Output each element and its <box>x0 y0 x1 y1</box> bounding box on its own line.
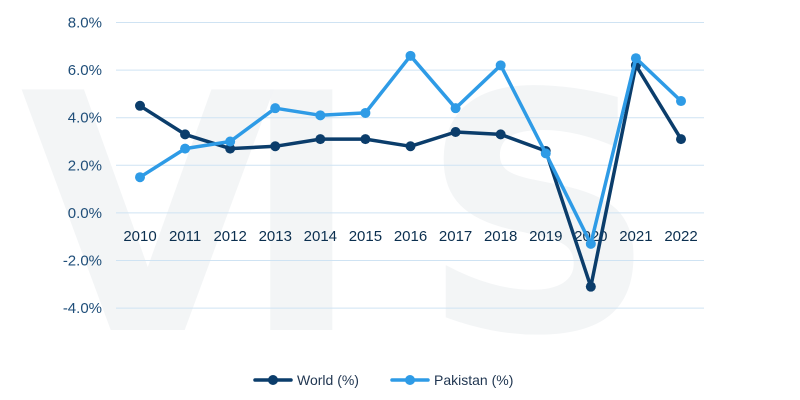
series-world <box>135 60 686 292</box>
data-point <box>180 129 191 140</box>
x-tick-label: 2021 <box>619 228 652 245</box>
series-lines <box>135 50 686 292</box>
svg-text:V: V <box>20 24 278 400</box>
x-tick-label: 2014 <box>304 228 337 245</box>
gridlines <box>116 22 704 309</box>
legend-item: World (%) <box>253 372 359 388</box>
x-axis-ticks: 2010 2011 2012 2013 2014 2015 2016 2017 2018 2019… <box>123 228 697 245</box>
series-pakistan <box>135 50 686 249</box>
data-point <box>585 238 596 249</box>
x-tick-label: 2010 <box>123 228 156 245</box>
y-tick-label: -2.0% <box>63 253 102 270</box>
y-tick-label: 4.0% <box>68 110 102 127</box>
x-tick-label: 2022 <box>664 228 697 245</box>
data-point <box>360 134 371 145</box>
legend: World (%) Pakistan (%) <box>253 372 513 388</box>
svg-text:S: S <box>420 24 658 400</box>
data-point <box>676 96 686 107</box>
y-axis-ticks: 8.0% 6.0% 4.0% 2.0% 0.0% -2.0% -4.0% <box>63 15 102 318</box>
data-point <box>405 141 416 152</box>
legend-swatch-marker <box>405 375 415 385</box>
x-tick-label: 2012 <box>213 228 246 245</box>
data-point <box>225 136 236 147</box>
legend-label: Pakistan (%) <box>434 372 513 388</box>
legend-item: Pakistan (%) <box>390 372 513 388</box>
data-point <box>135 172 145 183</box>
y-tick-label: 8.0% <box>68 15 102 32</box>
watermark: V I S <box>20 24 658 400</box>
x-tick-label: 2016 <box>394 228 427 245</box>
legend-swatch-marker <box>268 375 278 385</box>
y-tick-label: 2.0% <box>68 157 102 174</box>
x-tick-label: 2017 <box>439 228 472 245</box>
data-point <box>360 107 371 118</box>
data-point <box>540 148 551 159</box>
data-point <box>225 143 236 154</box>
x-tick-label: 2011 <box>169 228 201 245</box>
data-point <box>270 141 281 152</box>
data-point <box>405 50 416 61</box>
data-point <box>315 110 326 121</box>
data-point <box>315 134 326 145</box>
x-tick-label: 2018 <box>484 228 517 245</box>
data-point <box>676 134 686 145</box>
data-point <box>630 53 641 64</box>
x-tick-label: 2019 <box>529 228 562 245</box>
data-point <box>495 60 506 71</box>
data-point <box>135 100 145 111</box>
x-tick-label: 2013 <box>259 228 292 245</box>
y-tick-label: 6.0% <box>68 62 102 79</box>
y-tick-label: -4.0% <box>63 300 102 317</box>
data-point <box>450 126 461 137</box>
svg-text:I: I <box>240 24 363 400</box>
legend-label: World (%) <box>297 372 359 388</box>
x-tick-label: 2015 <box>349 228 382 245</box>
data-point <box>450 103 461 114</box>
data-point <box>270 103 281 114</box>
data-point <box>495 129 506 140</box>
y-tick-label: 0.0% <box>68 205 102 222</box>
data-point <box>585 281 596 292</box>
data-point <box>180 143 191 154</box>
